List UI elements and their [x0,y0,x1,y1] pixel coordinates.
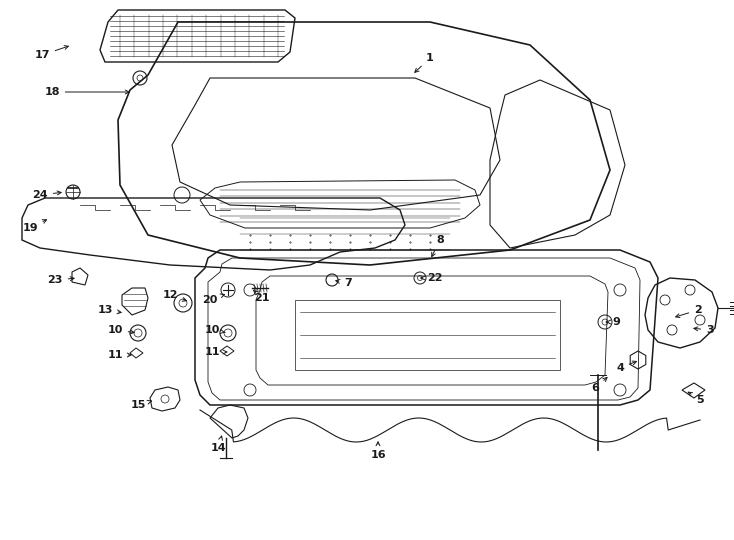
Text: 11: 11 [107,350,131,360]
Text: 16: 16 [370,442,386,460]
Text: 24: 24 [32,190,61,200]
Text: 10: 10 [204,325,225,335]
Text: 21: 21 [253,290,270,303]
Text: 18: 18 [44,87,129,97]
Text: 20: 20 [203,294,225,305]
Text: 8: 8 [432,235,444,256]
Text: 2: 2 [676,305,702,318]
Text: 15: 15 [131,400,151,410]
Text: 7: 7 [335,278,352,288]
Text: 10: 10 [107,325,134,335]
Text: 12: 12 [162,290,186,301]
Text: 6: 6 [591,377,607,393]
Text: 23: 23 [47,275,74,285]
Text: 14: 14 [210,436,226,453]
Text: 13: 13 [98,305,121,315]
Text: 1: 1 [415,53,434,72]
Text: 5: 5 [688,392,704,405]
Text: 9: 9 [606,317,620,327]
Text: 11: 11 [204,347,227,357]
Text: 19: 19 [22,220,46,233]
Text: 3: 3 [694,325,713,335]
Text: 22: 22 [421,273,443,283]
Text: 17: 17 [34,45,68,60]
Text: 4: 4 [616,361,636,373]
